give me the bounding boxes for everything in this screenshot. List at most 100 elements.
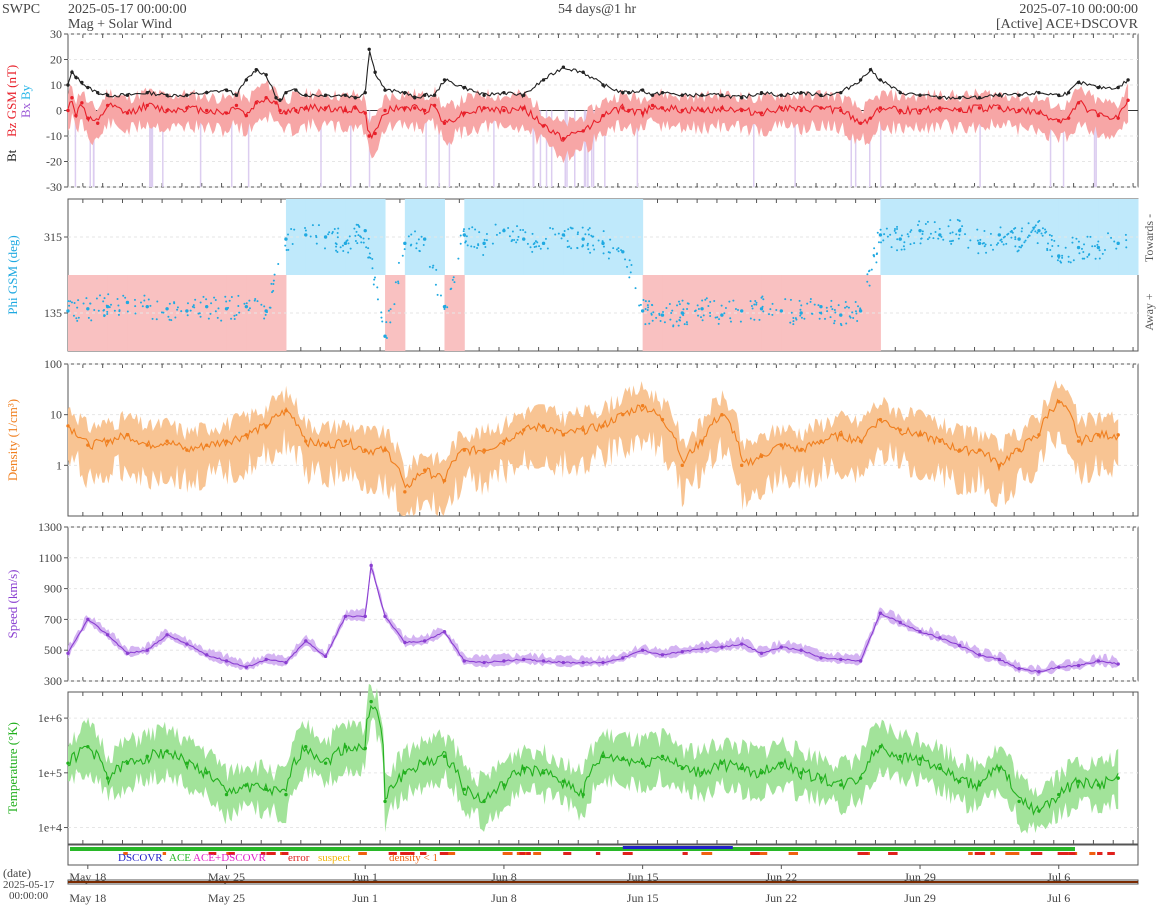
- phi-data-point: [799, 311, 803, 315]
- phi-sample: [784, 298, 787, 301]
- phi-sample: [549, 226, 552, 229]
- speed-data-point: [660, 653, 665, 657]
- phi-sample: [844, 306, 847, 309]
- phi-sample: [1049, 249, 1052, 252]
- phi-sample: [716, 316, 719, 319]
- phi-sample: [287, 233, 290, 236]
- phi-sample: [410, 243, 413, 246]
- phi-sample: [515, 241, 518, 244]
- phi-sample: [1067, 260, 1070, 263]
- phi-sample: [508, 235, 511, 238]
- phi-sample: [961, 225, 964, 228]
- speed-data-point: [918, 630, 922, 634]
- phi-sample: [117, 304, 120, 307]
- phi-sample: [464, 240, 467, 243]
- bt-data-point: [413, 96, 417, 100]
- phi-sample: [141, 305, 144, 308]
- phi-data-point: [1057, 254, 1061, 258]
- speed-data-point: [1017, 666, 1021, 671]
- quality-flag: [857, 852, 869, 855]
- quality-flag: [123, 852, 128, 855]
- bt-data-point: [581, 70, 585, 74]
- phi-sample: [818, 317, 821, 320]
- phi-sample: [389, 308, 392, 311]
- date-tick-label-bottom: May 18: [69, 891, 106, 905]
- phi-sample: [118, 310, 121, 313]
- phi-sample: [723, 312, 726, 315]
- phi-data-point: [105, 304, 110, 309]
- mag-y-tick-label: -20: [46, 155, 62, 169]
- phi-sample: [103, 314, 106, 317]
- phi-sample: [634, 287, 637, 290]
- phi-sample: [851, 311, 854, 314]
- phi-sample: [507, 227, 510, 230]
- phi-sample: [1045, 230, 1048, 233]
- phi-sample: [465, 235, 468, 238]
- phi-sample: [717, 322, 720, 325]
- phi-sample: [517, 235, 520, 238]
- bt-data-point: [70, 70, 74, 74]
- phi-sample: [826, 310, 829, 313]
- density-data-point: [403, 490, 407, 494]
- phi-sample: [471, 226, 474, 229]
- phi-sample: [466, 244, 469, 247]
- phi-sample: [921, 230, 924, 233]
- phi-sample: [906, 233, 909, 236]
- phi-sample: [1077, 240, 1080, 243]
- phi-sample: [401, 254, 404, 257]
- temperature-data-point: [323, 761, 328, 765]
- phi-sample: [1107, 232, 1110, 235]
- phi-sample: [833, 319, 836, 322]
- density-data-point: [343, 439, 348, 443]
- phi-sample: [749, 300, 752, 303]
- phi-data-point: [977, 241, 982, 246]
- quality-flag: [360, 852, 366, 855]
- phi-sample: [1075, 237, 1078, 240]
- phi-sample: [676, 304, 679, 307]
- phi-sample: [1014, 245, 1017, 248]
- temperature-data-point: [561, 779, 566, 783]
- phi-sample: [1067, 255, 1070, 258]
- phi-sample: [272, 279, 275, 282]
- speed-data-point: [997, 657, 1001, 662]
- phi-data-point: [680, 311, 684, 315]
- bz-data-point: [74, 113, 78, 118]
- phi-sample: [323, 247, 326, 250]
- phi-sample: [371, 267, 374, 270]
- phi-sample: [872, 254, 875, 257]
- quality-flag: [789, 852, 799, 855]
- phi-sample: [347, 242, 350, 245]
- phi-sample: [478, 231, 481, 234]
- temperature-range-band: [68, 683, 1119, 834]
- density-data-point: [86, 443, 90, 447]
- phi-data-point: [581, 237, 585, 241]
- phi-sample: [792, 320, 795, 323]
- phi-sample: [803, 317, 806, 320]
- bz-data-point: [373, 131, 377, 136]
- speed-series-line: [67, 564, 1119, 673]
- phi-sample: [576, 233, 579, 236]
- temperature-data-point: [86, 745, 90, 749]
- phi-sample: [336, 251, 339, 254]
- phi-sample: [950, 242, 953, 245]
- phi-sample: [576, 247, 579, 250]
- quality-flag: [388, 852, 397, 855]
- temp-y-tick-label: 1e+5: [38, 766, 62, 780]
- bz-data-point: [422, 108, 427, 113]
- phi-sample: [709, 300, 712, 303]
- phi-sample: [903, 241, 906, 244]
- density-data-point: [264, 424, 268, 428]
- phi-sample: [1094, 257, 1097, 260]
- phi-sample: [701, 319, 704, 322]
- phi-sample: [225, 300, 228, 303]
- bt-data-point: [759, 90, 764, 95]
- bt-data-point: [422, 93, 427, 97]
- phi-sample: [331, 232, 334, 235]
- temperature-data-point: [363, 746, 367, 751]
- phi-sample: [538, 245, 541, 248]
- bz-data-point: [779, 106, 784, 110]
- speed-data-point: [740, 642, 744, 646]
- phi-sample: [876, 252, 879, 255]
- phi-sample: [335, 245, 338, 248]
- phi-sample: [570, 247, 573, 250]
